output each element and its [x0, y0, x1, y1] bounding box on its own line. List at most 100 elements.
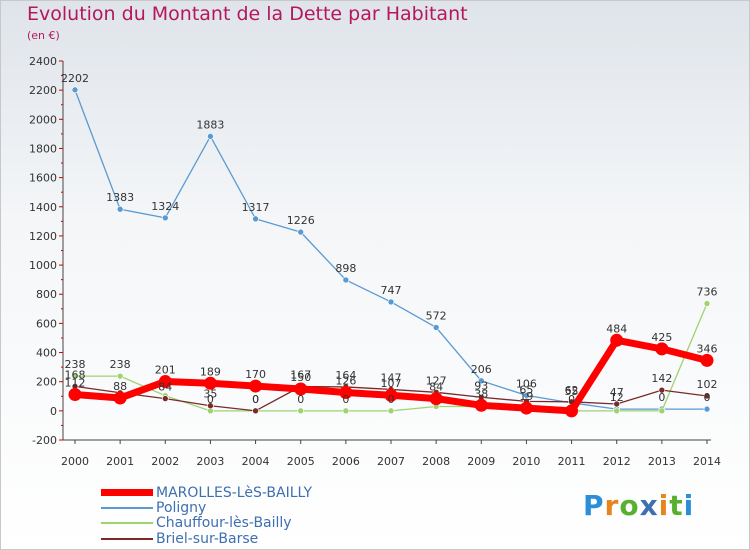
data-point-poligny [342, 276, 350, 284]
y-tick-label: 600 [36, 317, 57, 330]
x-tick-label: 2004 [242, 455, 270, 468]
y-tick-label: 0 [50, 405, 57, 418]
data-point-marolles [339, 385, 353, 399]
data-point-marolles [610, 333, 624, 347]
data-label-poligny: 898 [335, 262, 356, 275]
legend-swatch [101, 489, 153, 496]
data-label-marolles: 150 [290, 371, 311, 384]
data-point-poligny [703, 405, 711, 413]
data-point-marolles [655, 342, 669, 356]
logo-letter: r [604, 489, 620, 522]
data-label-poligny: 0 [704, 391, 711, 404]
legend-label: Poligny [156, 500, 207, 516]
data-point-chauffour [342, 407, 350, 415]
data-label-poligny: 747 [381, 284, 402, 297]
data-label-chauffour: 238 [110, 358, 131, 371]
data-point-marolles [249, 379, 263, 393]
data-label-marolles: 346 [697, 342, 718, 355]
y-tick-label: 200 [36, 376, 57, 389]
legend-item-briel[interactable]: Briel-sur-Barse [101, 531, 401, 547]
data-label-marolles: 0 [568, 393, 575, 406]
data-point-poligny [161, 214, 169, 222]
x-tick-label: 2000 [61, 455, 89, 468]
y-tick-label: 2200 [29, 84, 57, 97]
data-point-marolles [294, 382, 308, 396]
data-label-poligny: 572 [426, 309, 447, 322]
data-point-poligny [432, 324, 440, 331]
data-point-marolles [565, 404, 579, 418]
legend-item-marolles[interactable]: MAROLLES-LèS-BAILLY [101, 485, 401, 501]
data-label-briel: 147 [381, 371, 402, 384]
data-label-chauffour: 0 [297, 393, 304, 406]
logo-letter: i [683, 489, 695, 522]
data-point-poligny [207, 133, 214, 140]
proxiti-logo: Proxiti [583, 489, 694, 522]
data-label-briel: 65 [519, 383, 533, 396]
data-point-briel [252, 407, 259, 415]
data-label-briel: 62 [565, 384, 579, 397]
legend-swatch [101, 522, 153, 524]
data-label-poligny: 206 [471, 363, 492, 376]
data-label-marolles: 107 [381, 377, 402, 390]
x-tick-label: 2012 [603, 455, 631, 468]
data-label-briel: 167 [290, 369, 311, 382]
data-point-marolles [113, 391, 127, 405]
data-point-poligny [252, 215, 259, 223]
x-tick-label: 2010 [512, 455, 540, 468]
data-point-marolles [474, 398, 488, 412]
data-label-chauffour: 0 [207, 393, 214, 406]
data-label-marolles: 170 [245, 368, 266, 381]
data-point-chauffour [703, 300, 711, 307]
y-tick-label: 1600 [29, 172, 57, 185]
data-label-poligny: 0 [658, 391, 665, 404]
x-tick-label: 2001 [106, 455, 134, 468]
data-label-marolles: 38 [474, 387, 488, 400]
data-point-chauffour [658, 407, 666, 415]
data-label-marolles: 484 [606, 322, 627, 335]
legend-item-chauffour[interactable]: Chauffour-lès-Bailly [101, 515, 401, 531]
data-label-chauffour: 0 [252, 393, 259, 406]
data-label-marolles: 201 [155, 364, 176, 377]
y-tick-label: 2000 [29, 113, 57, 126]
y-tick-label: 2400 [29, 55, 57, 68]
data-label-chauffour: 0 [388, 393, 395, 406]
x-tick-label: 2003 [196, 455, 224, 468]
data-label-marolles: 189 [200, 365, 221, 378]
legend-label: MAROLLES-LèS-BAILLY [156, 485, 312, 501]
data-label-briel: 102 [697, 378, 718, 391]
data-label-poligny: 12 [610, 391, 624, 404]
y-tick-label: 800 [36, 288, 57, 301]
data-point-marolles [700, 353, 714, 367]
data-label-briel: 47 [610, 386, 624, 399]
data-point-poligny [71, 86, 79, 94]
data-label-poligny: 55 [565, 385, 579, 398]
data-point-briel [161, 395, 169, 402]
data-label-poligny: 106 [516, 377, 537, 390]
data-label-briel: 142 [651, 372, 672, 385]
data-label-briel: 84 [158, 381, 172, 394]
y-tick-label: 1200 [29, 230, 57, 243]
data-point-marolles [429, 392, 443, 406]
legend-swatch [101, 538, 153, 540]
logo-letter: t [669, 489, 684, 522]
legend-label: Chauffour-lès-Bailly [156, 515, 292, 531]
data-point-chauffour [71, 372, 79, 380]
data-label-marolles: 88 [113, 380, 127, 393]
x-tick-label: 2008 [422, 455, 450, 468]
logo-letter: o [619, 489, 640, 522]
y-tick-label: 400 [36, 347, 57, 360]
data-point-marolles [519, 401, 533, 415]
data-label-poligny: 1226 [287, 214, 315, 227]
data-point-poligny [116, 205, 124, 213]
y-tick-label: 1000 [29, 259, 57, 272]
legend-item-poligny[interactable]: Poligny [101, 500, 401, 516]
data-label-briel: 127 [426, 374, 447, 387]
x-tick-label: 2006 [332, 455, 360, 468]
data-label-marolles: 84 [429, 381, 443, 394]
data-label-briel: 93 [474, 379, 488, 392]
data-point-chauffour [116, 372, 124, 380]
data-label-chauffour: 238 [65, 358, 86, 371]
logo-letter: i [658, 489, 670, 522]
